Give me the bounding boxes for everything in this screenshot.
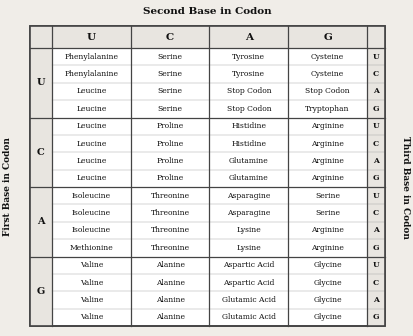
Bar: [30, 48, 52, 326]
Text: Lysine: Lysine: [236, 226, 261, 235]
Text: Arginine: Arginine: [311, 174, 343, 182]
Text: Leucine: Leucine: [76, 174, 106, 182]
Text: U: U: [372, 53, 378, 61]
Text: Arginine: Arginine: [311, 139, 343, 148]
Text: Alanine: Alanine: [155, 279, 184, 287]
Text: Arginine: Arginine: [311, 122, 343, 130]
Text: Serine: Serine: [157, 53, 182, 61]
Text: Leucine: Leucine: [76, 105, 106, 113]
Text: Alanine: Alanine: [155, 296, 184, 304]
Bar: [30, 26, 384, 48]
Text: Histidine: Histidine: [231, 122, 266, 130]
Text: A: A: [372, 157, 378, 165]
Text: Glutamine: Glutamine: [228, 174, 268, 182]
Text: C: C: [372, 279, 378, 287]
Text: Alanine: Alanine: [155, 261, 184, 269]
Text: Serine: Serine: [157, 87, 182, 95]
Text: Cysteine: Cysteine: [310, 53, 344, 61]
Text: U: U: [372, 261, 378, 269]
Text: U: U: [372, 192, 378, 200]
Text: Third Base in Codon: Third Base in Codon: [401, 135, 410, 239]
Text: U: U: [372, 122, 378, 130]
Text: Isoleucine: Isoleucine: [71, 226, 111, 235]
Text: G: G: [37, 287, 45, 296]
Text: Glycine: Glycine: [313, 313, 341, 321]
Text: Asparagine: Asparagine: [227, 192, 270, 200]
Text: U: U: [37, 78, 45, 87]
Text: C: C: [166, 33, 174, 42]
Text: Threonine: Threonine: [150, 244, 189, 252]
Text: Glutamine: Glutamine: [228, 157, 268, 165]
Text: Proline: Proline: [156, 139, 183, 148]
Text: Valine: Valine: [79, 279, 103, 287]
Text: Tryptophan: Tryptophan: [305, 105, 349, 113]
Bar: [30, 26, 384, 326]
Text: Glycine: Glycine: [313, 296, 341, 304]
Text: Aspartic Acid: Aspartic Acid: [223, 279, 274, 287]
Text: Cysteine: Cysteine: [310, 70, 344, 78]
Text: Stop Codon: Stop Codon: [226, 87, 271, 95]
Text: Aspartic Acid: Aspartic Acid: [223, 261, 274, 269]
Text: Serine: Serine: [314, 192, 339, 200]
Text: Stop Codon: Stop Codon: [226, 105, 271, 113]
Text: A: A: [37, 217, 45, 226]
Text: Arginine: Arginine: [311, 244, 343, 252]
Text: A: A: [372, 87, 378, 95]
Text: Histidine: Histidine: [231, 139, 266, 148]
Text: Threonine: Threonine: [150, 192, 189, 200]
Text: Valine: Valine: [79, 313, 103, 321]
Text: Serine: Serine: [157, 105, 182, 113]
Text: Valine: Valine: [79, 296, 103, 304]
Text: Glutamic Acid: Glutamic Acid: [221, 313, 275, 321]
Text: G: G: [372, 174, 378, 182]
Bar: [30, 26, 384, 326]
Text: Alanine: Alanine: [155, 313, 184, 321]
Text: U: U: [87, 33, 96, 42]
Text: C: C: [372, 139, 378, 148]
Text: Arginine: Arginine: [311, 226, 343, 235]
Text: Isoleucine: Isoleucine: [71, 209, 111, 217]
Bar: [366, 48, 384, 326]
Text: C: C: [372, 209, 378, 217]
Text: Serine: Serine: [157, 70, 182, 78]
Text: C: C: [37, 148, 45, 157]
Text: Serine: Serine: [314, 209, 339, 217]
Text: Isoleucine: Isoleucine: [71, 192, 111, 200]
Text: G: G: [372, 313, 378, 321]
Text: A: A: [372, 226, 378, 235]
Text: Tyrosine: Tyrosine: [232, 70, 265, 78]
Text: Proline: Proline: [156, 122, 183, 130]
Text: Leucine: Leucine: [76, 157, 106, 165]
Text: G: G: [323, 33, 331, 42]
Text: G: G: [372, 105, 378, 113]
Text: Arginine: Arginine: [311, 157, 343, 165]
Text: Tyrosine: Tyrosine: [232, 53, 265, 61]
Text: Glycine: Glycine: [313, 261, 341, 269]
Text: Proline: Proline: [156, 157, 183, 165]
Text: Second Base in Codon: Second Base in Codon: [143, 7, 271, 16]
Text: A: A: [244, 33, 252, 42]
Text: A: A: [372, 296, 378, 304]
Text: Threonine: Threonine: [150, 226, 189, 235]
Text: First Base in Codon: First Base in Codon: [3, 137, 12, 237]
Text: Proline: Proline: [156, 174, 183, 182]
Text: Valine: Valine: [79, 261, 103, 269]
Text: Lysine: Lysine: [236, 244, 261, 252]
Text: Leucine: Leucine: [76, 139, 106, 148]
Text: G: G: [372, 244, 378, 252]
Text: Glycine: Glycine: [313, 279, 341, 287]
Text: Stop Codon: Stop Codon: [304, 87, 349, 95]
Text: Phenylalanine: Phenylalanine: [64, 70, 118, 78]
Text: Phenylalanine: Phenylalanine: [64, 53, 118, 61]
Text: Glutamic Acid: Glutamic Acid: [221, 296, 275, 304]
Text: C: C: [372, 70, 378, 78]
Text: Asparagine: Asparagine: [227, 209, 270, 217]
Text: Leucine: Leucine: [76, 87, 106, 95]
Text: Leucine: Leucine: [76, 122, 106, 130]
Text: Threonine: Threonine: [150, 209, 189, 217]
Text: Methionine: Methionine: [69, 244, 113, 252]
